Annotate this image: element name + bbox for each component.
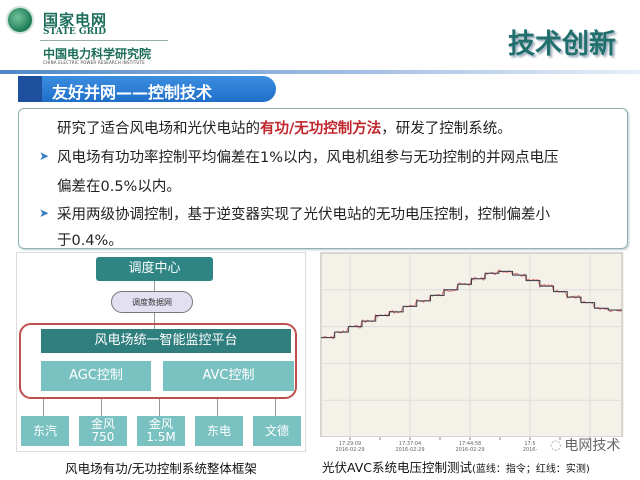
x-tick-label: 17:29:09 — [339, 441, 361, 447]
chart-caption-legend: (蓝线：指令；红线：实测) — [472, 464, 590, 475]
connector — [101, 399, 102, 416]
org-name-en: STATE GRID — [43, 27, 107, 37]
intro-line: 研究了适合风电场和光伏电站的有功/无功控制方法，研发了控制系统。 — [57, 117, 512, 138]
connector — [154, 281, 155, 291]
command-line — [321, 270, 622, 339]
x-tick-label: 17:37:04 — [399, 441, 421, 447]
x-tick-label: 2016-02-29 — [455, 447, 484, 453]
watermark-text: 电网技术 — [564, 437, 621, 454]
diagram-caption: 风电场有功/无功控制系统整体框架 — [65, 461, 257, 476]
vendor-box: 文德 — [253, 416, 301, 446]
chart-caption-main: 光伏AVC系统电压控制测试 — [322, 460, 473, 475]
header-band — [0, 70, 640, 74]
connector — [217, 399, 218, 416]
vendor-box: 金风 1.5M — [137, 416, 185, 446]
dispatch-center-box: 调度中心 — [96, 257, 213, 281]
agc-box: AGC控制 — [41, 361, 151, 391]
intro-text-end: ，研发了控制系统。 — [381, 121, 512, 137]
x-tick-label: 17:44:58 — [459, 441, 481, 447]
chart-caption: 光伏AVC系统电压控制测试(蓝线：指令；红线：实测) — [322, 457, 590, 476]
connector — [154, 313, 155, 329]
bullet-arrow-icon: ➤ — [39, 206, 50, 220]
dispatch-network-cloud: 调度数据网 — [111, 291, 193, 313]
bullet1-line2: 偏差在0.5%以内。 — [57, 179, 181, 195]
intro-text: 研究了适合风电场和光伏电站的 — [57, 121, 260, 137]
connector — [159, 399, 160, 416]
platform-bar: 风电场统一智能监控平台 — [41, 329, 291, 353]
bullet2-line1: 采用两级协调控制，基于逆变器实现了光伏电站的无功电压控制，控制偏差小 — [57, 207, 550, 223]
org-name-cn: 国家电网 — [43, 11, 108, 29]
system-framework-diagram: 调度中心 调度数据网 风电场统一智能监控平台 AGC控制 AVC控制 东汽 金风 … — [16, 252, 306, 452]
vendor-box: 东汽 — [21, 416, 69, 446]
connector — [43, 399, 44, 416]
bullet-arrow-icon: ➤ — [39, 149, 50, 163]
bullet2-line2: 于0.4%。 — [57, 233, 123, 249]
intro-highlight: 有功/无功控制方法 — [260, 121, 382, 137]
x-tick-label: 2016-02-29 — [395, 447, 424, 453]
wechat-icon: ◌ — [550, 437, 562, 453]
voltage-control-chart: 17:29:09 2016-02-29 17:37:04 2016-02-29 17:4… — [320, 252, 624, 454]
title-strip — [18, 76, 42, 102]
platform-frame — [19, 323, 297, 399]
institute-name-cn: 中国电力科学研究院 — [43, 47, 152, 61]
watermark: ◌ 电网技术 — [550, 437, 620, 454]
section-title-bar: 友好并网——控制技术 — [18, 76, 276, 102]
divider — [40, 40, 168, 41]
x-axis-band — [320, 437, 624, 454]
section-title: 友好并网——控制技术 — [52, 83, 213, 102]
vendor-box: 东电 — [195, 416, 243, 446]
avc-box: AVC控制 — [163, 361, 294, 391]
x-tick-label: 17:5 — [524, 441, 535, 447]
state-grid-logo — [6, 6, 34, 34]
vendor-box: 金风 750 — [79, 416, 127, 446]
x-tick-label: 2016- — [523, 447, 538, 453]
x-tick-label: 2016-02-29 — [335, 447, 364, 453]
chart-svg: 17:29:092016-02-2917:37:042016-02-2917:4… — [320, 252, 624, 454]
content-box: 研究了适合风电场和光伏电站的有功/无功控制方法，研发了控制系统。 ➤ 风电场有功… — [18, 108, 628, 249]
bullet1-line1: 风电场有功功率控制平均偏差在1%以内，风电机组参与无功控制的并网点电压 — [57, 150, 559, 166]
slogan: 技术创新 — [508, 29, 616, 60]
connector — [275, 399, 276, 416]
institute-name-en: CHINA ELECTRIC POWER RESEARCH INSTITUTE — [43, 60, 145, 65]
